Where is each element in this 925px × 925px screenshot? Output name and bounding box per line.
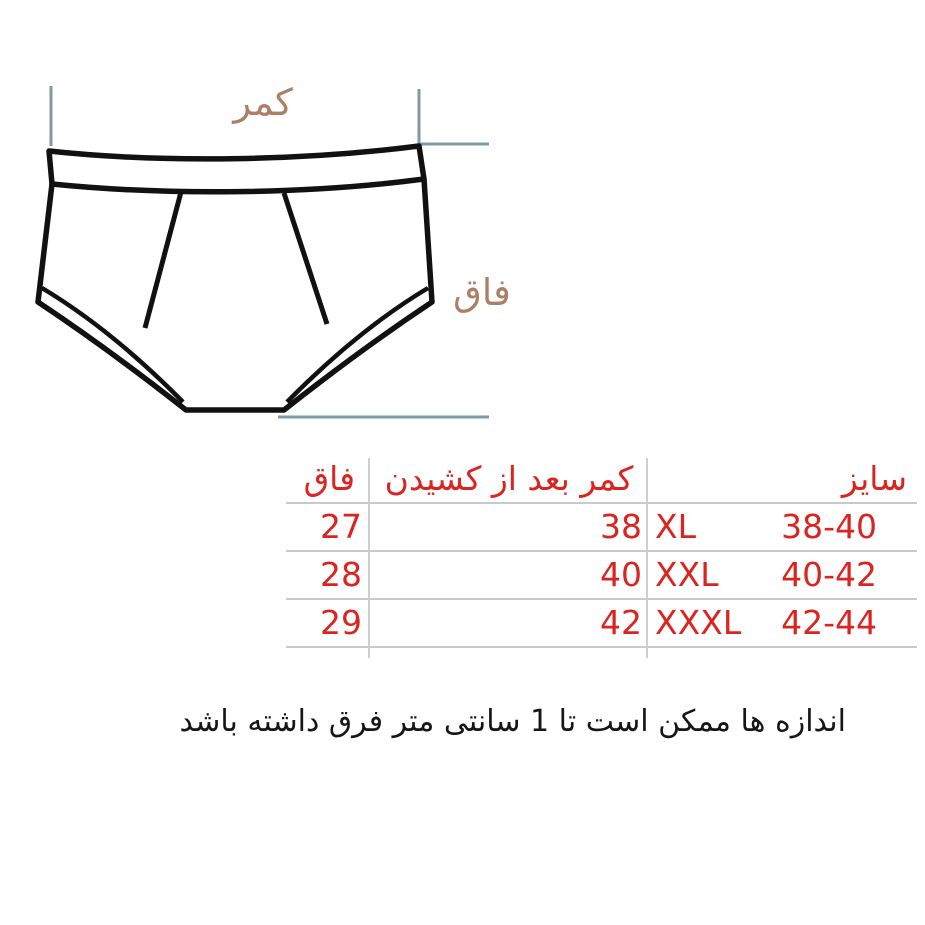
fly-left-seam — [142, 191, 184, 329]
size-range: 38-40 — [781, 506, 877, 546]
size-range: 42-44 — [781, 602, 877, 642]
table-divider-rise — [368, 458, 370, 658]
table-line-header — [286, 502, 917, 504]
rise-column-header: فاق — [303, 459, 355, 498]
table-line-row3 — [286, 646, 917, 648]
table-cell-waist: 40 — [600, 554, 642, 594]
waist-measure-label: کمر — [233, 81, 293, 124]
tolerance-note: اندازه ها ممکن است تا 1 سانتی متر فرق دا… — [179, 704, 846, 739]
size-column-header: سایز — [841, 459, 907, 498]
table-cell-size: XL 38-40 — [648, 502, 917, 550]
size-letter: XL — [655, 506, 696, 546]
waist-after-stretch-column-header: کمر بعد از کشیدن — [384, 459, 634, 498]
table-line-row2 — [286, 598, 917, 600]
table-cell-rise: 28 — [320, 554, 362, 594]
size-range: 40-42 — [781, 554, 877, 594]
table-line-row1 — [286, 550, 917, 552]
table-cell-waist: 42 — [600, 602, 642, 642]
table-cell-size: XXXL 42-44 — [648, 598, 917, 646]
briefs-body-outline — [35, 178, 435, 413]
size-letter: XXXL — [655, 602, 742, 642]
size-letter: XXL — [655, 554, 719, 594]
table-divider-size — [646, 458, 648, 658]
briefs-waistband — [46, 143, 427, 195]
table-cell-waist: 38 — [600, 506, 642, 546]
table-cell-rise: 29 — [320, 602, 362, 642]
rise-measure-label: فاق — [453, 271, 511, 314]
briefs-diagram — [35, 86, 489, 419]
table-cell-size: XXL 40-42 — [648, 550, 917, 598]
left-leg-hem — [40, 286, 185, 404]
size-table: سایز کمر بعد از کشیدن فاق XL 38-40 38 27… — [286, 455, 917, 646]
measure-lines — [49, 86, 489, 419]
right-leg-hem — [285, 286, 430, 404]
fly-right-seam — [281, 192, 330, 325]
table-cell-rise: 27 — [320, 506, 362, 546]
